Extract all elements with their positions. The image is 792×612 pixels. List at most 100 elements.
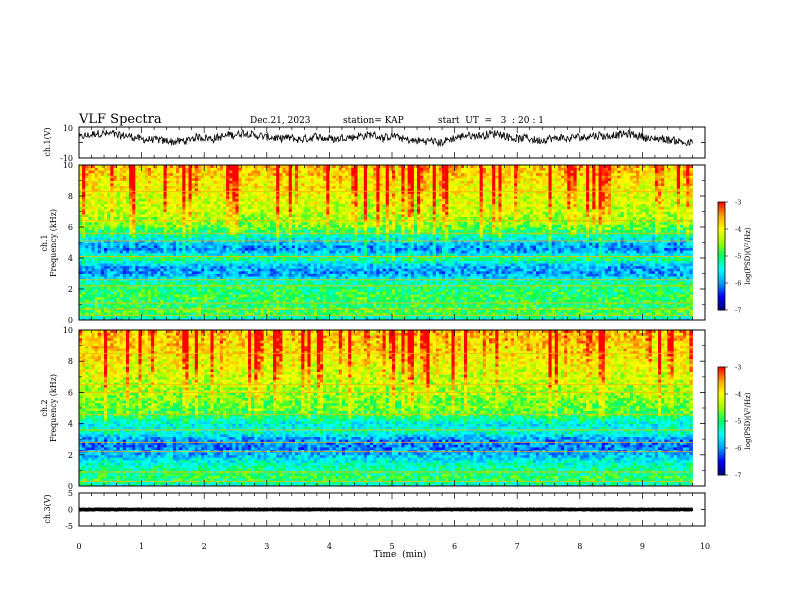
spec1-cell [291, 208, 296, 212]
spec1-cell [191, 201, 196, 205]
spec1-cell [113, 172, 117, 176]
spec1-cell [204, 260, 208, 264]
spec1-cell [79, 208, 83, 212]
spec1-cell [94, 185, 99, 189]
spec1-cell [129, 185, 133, 189]
spec1-cell [91, 196, 96, 199]
spec1-cell [307, 304, 312, 308]
spec1-cell [304, 170, 308, 174]
spec1-cell [232, 258, 236, 261]
spec1-cell [166, 224, 171, 228]
spec1-cell [313, 304, 318, 308]
spec1-cell [263, 172, 268, 176]
spec1-cell [119, 289, 124, 292]
spec1-cell [323, 177, 327, 181]
spec1-cell [307, 245, 312, 249]
spec1-cell [144, 296, 149, 300]
spec1-cell [310, 183, 315, 187]
spec1-cell [163, 193, 168, 197]
spec1-cell [116, 224, 121, 228]
spec1-cell [210, 250, 214, 254]
spec1-cell [273, 211, 277, 215]
spec1-cell [238, 198, 243, 202]
spec1-cell [91, 296, 96, 300]
spec1-cell [260, 221, 265, 225]
spec1-cell [248, 270, 252, 274]
spec1-cell [166, 227, 171, 230]
spec1-cell [238, 172, 243, 176]
spec1-cell [138, 314, 142, 318]
spec1-cell [301, 281, 305, 285]
spec1-cell [79, 299, 83, 303]
spec1-cell [307, 258, 312, 261]
spec1-cell [313, 198, 318, 202]
spec1-cell [219, 193, 224, 197]
spec1-cell [301, 242, 305, 246]
spec1-cell [113, 203, 117, 207]
spec1-cell [332, 296, 337, 300]
spec1-cell [144, 221, 149, 225]
spec1-cell [326, 175, 330, 179]
spec1-cell [116, 188, 121, 192]
spec1-cell [85, 281, 89, 285]
spec1-cell [301, 291, 305, 295]
spec1-cell [238, 175, 243, 179]
spec1-cell [288, 283, 293, 287]
spec1-cell [144, 276, 149, 280]
spec1-cell [147, 183, 152, 187]
spec1-cell [238, 196, 243, 199]
spec1-cell [316, 185, 321, 189]
spec1-cell [204, 265, 208, 269]
spec1-cell [138, 304, 142, 308]
spec1-cell [307, 294, 312, 298]
spec1-cell [251, 250, 255, 254]
spec1-cell [191, 273, 196, 277]
spec1-cell [298, 208, 302, 212]
spec1-cell [157, 312, 161, 316]
spec1-cell [282, 185, 286, 189]
spec1-cell [97, 206, 102, 210]
spec1-cell [229, 227, 233, 230]
spec1-cell [276, 208, 280, 212]
spec1-cell [222, 165, 227, 168]
spec1-cell [197, 307, 202, 311]
spec1-cell [179, 170, 183, 174]
spec1-cell [210, 175, 214, 179]
spec1-cell [129, 227, 133, 230]
spec1-cell [335, 245, 340, 249]
spec1-cell [144, 309, 149, 313]
spec1-cell [150, 286, 155, 290]
spec1-cell [222, 221, 227, 225]
spec1-cell [238, 299, 243, 303]
spec1-cell [194, 250, 199, 254]
spec1-cell [279, 170, 283, 174]
spec1-cell [119, 180, 124, 184]
spec1-cell [294, 188, 299, 192]
spec1-cell [235, 304, 240, 308]
spec1-cell [323, 304, 327, 308]
spec1-cell [157, 286, 161, 290]
spec1-cell [269, 237, 274, 241]
spec1-cell [313, 281, 318, 285]
spec1-cell [263, 180, 268, 184]
spec1-cell [235, 227, 240, 230]
spec1-cell [269, 270, 274, 274]
spec1-cell [248, 242, 252, 246]
spec1-cell [110, 314, 114, 318]
spec1-cell [320, 250, 324, 254]
spec1-cell [107, 165, 111, 168]
spec1-cell [313, 165, 318, 168]
spec1-cell [229, 206, 233, 210]
spec1-cell [163, 170, 168, 174]
spec1-cell [210, 312, 214, 316]
spec1-cell [304, 314, 308, 318]
spec1-cell [116, 206, 121, 210]
spec1-cell [144, 270, 149, 274]
spec1-cell [222, 260, 227, 264]
spec1-cell [125, 221, 130, 225]
spec1-cell [194, 214, 199, 218]
spec1-cell [91, 183, 96, 187]
spec1-cell [238, 314, 243, 318]
spec1-cell [226, 198, 230, 202]
spec1-cell [141, 312, 146, 316]
